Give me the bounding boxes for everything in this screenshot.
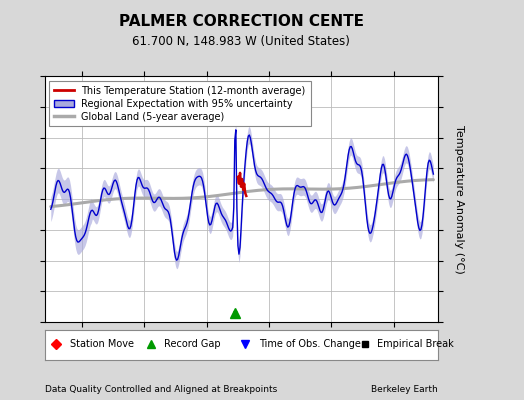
- Text: Time of Obs. Change: Time of Obs. Change: [259, 339, 361, 350]
- Y-axis label: Temperature Anomaly (°C): Temperature Anomaly (°C): [454, 125, 464, 273]
- Text: Data Quality Controlled and Aligned at Breakpoints: Data Quality Controlled and Aligned at B…: [45, 386, 277, 394]
- Legend: This Temperature Station (12-month average), Regional Expectation with 95% uncer: This Temperature Station (12-month avera…: [49, 81, 311, 126]
- Text: 61.700 N, 148.983 W (United States): 61.700 N, 148.983 W (United States): [132, 36, 350, 48]
- Text: Empirical Break: Empirical Break: [377, 339, 453, 350]
- Text: Station Move: Station Move: [70, 339, 134, 350]
- Text: PALMER CORRECTION CENTE: PALMER CORRECTION CENTE: [118, 14, 364, 30]
- Text: Record Gap: Record Gap: [165, 339, 221, 350]
- Text: Berkeley Earth: Berkeley Earth: [371, 386, 438, 394]
